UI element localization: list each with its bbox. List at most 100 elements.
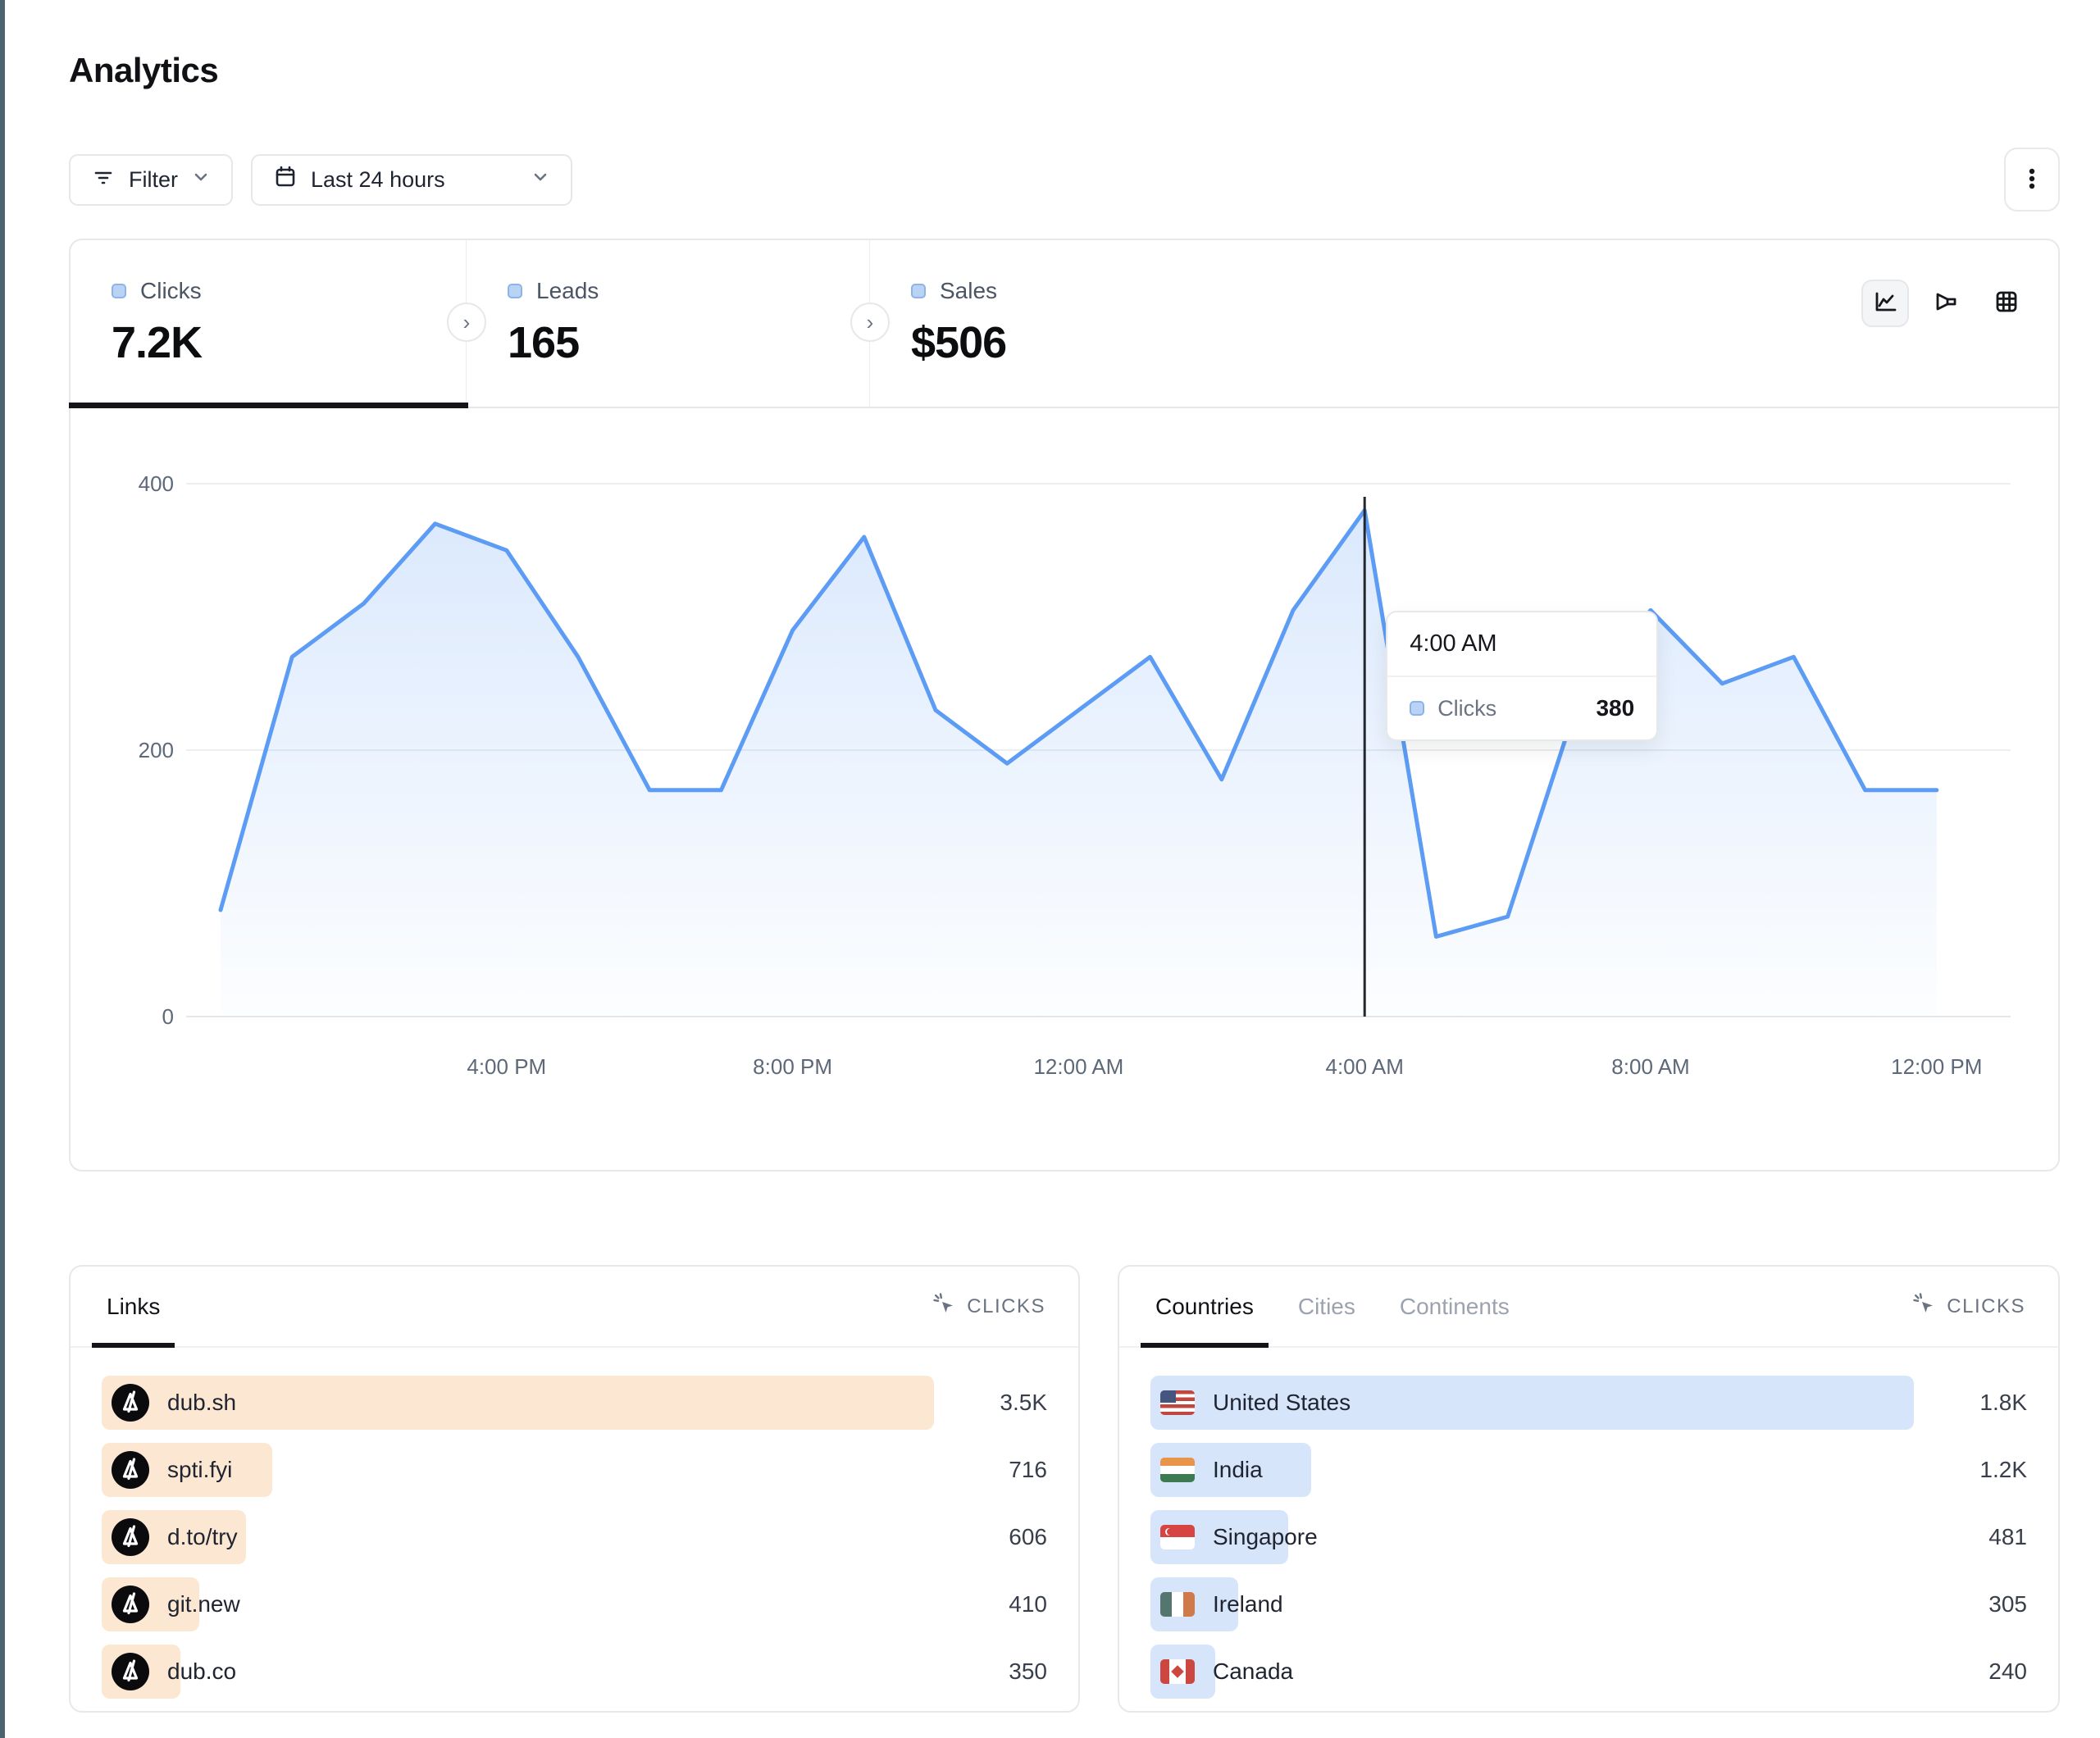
x-axis-tick-label: 4:00 AM <box>1325 1054 1403 1079</box>
singapore-flag-icon <box>1160 1525 1195 1549</box>
page-title: Analytics <box>69 51 219 89</box>
leads-legend-chip <box>508 284 522 298</box>
row-value: 1.2K <box>1979 1457 2027 1482</box>
country-row[interactable]: India 1.2K <box>1150 1443 2027 1497</box>
link-row[interactable]: d.to/try 606 <box>102 1510 1047 1564</box>
x-axis-tick-label: 4:00 PM <box>467 1054 546 1079</box>
countries-rows: United States 1.8K India 1.2K Singapore 481 Ir… <box>1119 1348 2058 1699</box>
links-rows: dub.sh 3.5K spti.fyi 716 d.to/try 606 git.new 4… <box>71 1348 1078 1699</box>
chart-tooltip: 4:00 AM Clicks 380 <box>1386 611 1659 741</box>
country-row[interactable]: Singapore 481 <box>1150 1510 2027 1564</box>
india-flag-icon <box>1160 1458 1195 1482</box>
dub-logo-icon <box>112 1653 149 1690</box>
link-row[interactable]: git.new 410 <box>102 1577 1047 1631</box>
chart-view-toggles <box>1861 280 2030 327</box>
chevron-down-icon <box>530 166 551 193</box>
row-label: dub.co <box>167 1658 237 1684</box>
row-label: d.to/try <box>167 1524 238 1549</box>
tab-leads[interactable]: Leads 165 <box>467 240 870 407</box>
line-chart-icon <box>1871 288 1899 320</box>
tooltip-legend-chip <box>1410 701 1425 716</box>
more-options-button[interactable] <box>2004 148 2060 212</box>
calendar-icon <box>272 164 298 196</box>
countries-panel-header: Countries Cities Continents CLICKS <box>1119 1267 2058 1348</box>
us-flag-icon <box>1160 1390 1195 1415</box>
tab-sales[interactable]: Sales $506 <box>870 240 2058 407</box>
bar-fill <box>102 1376 934 1430</box>
row-label: git.new <box>167 1591 240 1617</box>
clicks-area-chart[interactable]: 0 200 400 4:00 PM 8:00 PM 12:00 AM 4:00 AM 8:00… <box>71 408 2058 1170</box>
date-range-button[interactable]: Last 24 hours <box>251 153 572 206</box>
cursor-click-icon <box>932 1291 956 1322</box>
row-value: 410 <box>1009 1591 1047 1617</box>
countries-metric-label: CLICKS <box>1947 1294 2025 1317</box>
countries-metric-toggle[interactable]: CLICKS <box>1911 1291 2025 1322</box>
ireland-flag-icon <box>1160 1592 1195 1617</box>
funnel-chart-icon <box>1932 288 1960 320</box>
bar-fill <box>1150 1376 1914 1430</box>
row-label: dub.sh <box>167 1390 237 1415</box>
row-label: United States <box>1213 1390 1351 1415</box>
tab-links[interactable]: Links <box>91 1267 175 1348</box>
funnel-view-button[interactable] <box>1922 280 1970 327</box>
clicks-tab-value: 7.2K <box>112 318 203 367</box>
leads-tab-value: 165 <box>508 318 580 367</box>
sales-tab-value: $506 <box>911 318 1007 367</box>
country-row[interactable]: Ireland 305 <box>1150 1577 2027 1631</box>
table-view-button[interactable] <box>1983 280 2030 327</box>
country-row[interactable]: United States 1.8K <box>1150 1376 2027 1430</box>
grid-table-icon <box>1993 288 2020 320</box>
x-axis-tick-label: 12:00 AM <box>1033 1054 1123 1079</box>
cursor-click-icon <box>1911 1291 1936 1322</box>
row-value: 240 <box>1988 1658 2027 1684</box>
dub-logo-icon <box>112 1518 149 1556</box>
links-panel: Links CLICKS dub.sh 3.5K spti.fyi 716 d.to/t… <box>69 1265 1080 1713</box>
bar-track <box>102 1376 934 1430</box>
tab-cities[interactable]: Cities <box>1297 1293 1355 1319</box>
filter-button-label: Filter <box>129 166 178 192</box>
country-row[interactable]: Canada 240 <box>1150 1645 2027 1699</box>
link-row[interactable]: dub.co 350 <box>102 1645 1047 1699</box>
y-axis-tick-label: 0 <box>162 1004 174 1029</box>
x-axis-tick-label: 8:00 PM <box>753 1054 832 1079</box>
toolbar: Filter Last 24 hours <box>69 148 2060 212</box>
dub-logo-icon <box>112 1384 149 1422</box>
links-metric-toggle[interactable]: CLICKS <box>932 1291 1045 1322</box>
stats-tabs-row: Clicks 7.2K Leads 165 Sales $506 › <box>69 240 2058 408</box>
dub-logo-icon <box>112 1586 149 1623</box>
sales-legend-chip <box>911 284 926 298</box>
sales-tab-label: Sales <box>940 278 998 303</box>
row-label: spti.fyi <box>167 1457 233 1482</box>
link-row[interactable]: dub.sh 3.5K <box>102 1376 1047 1430</box>
y-axis-tick-label: 400 <box>139 471 174 496</box>
tab-clicks[interactable]: Clicks 7.2K <box>69 240 468 408</box>
line-chart-view-button[interactable] <box>1861 280 1909 327</box>
expand-sales-chevron-button[interactable]: › <box>850 303 890 342</box>
leads-tab-label: Leads <box>536 278 599 303</box>
tab-continents[interactable]: Continents <box>1399 1293 1510 1319</box>
breakdown-panels: Links CLICKS dub.sh 3.5K spti.fyi 716 d.to/t… <box>69 1265 2060 1713</box>
kebab-menu-icon <box>2020 165 2044 195</box>
tab-countries[interactable]: Countries <box>1141 1267 1269 1348</box>
filter-button[interactable]: Filter <box>69 153 233 206</box>
row-label: Ireland <box>1213 1591 1283 1617</box>
links-panel-header: Links CLICKS <box>71 1267 1078 1348</box>
row-value: 481 <box>1988 1524 2027 1549</box>
dub-logo-icon <box>112 1451 149 1489</box>
expand-leads-chevron-button[interactable]: › <box>447 303 486 342</box>
tooltip-time: 4:00 AM <box>1387 612 1657 677</box>
x-axis-tick-label: 8:00 AM <box>1611 1054 1689 1079</box>
row-label: Singapore <box>1213 1524 1318 1549</box>
date-range-label: Last 24 hours <box>311 166 445 192</box>
chevron-down-icon <box>190 166 212 193</box>
row-label: India <box>1213 1457 1263 1482</box>
analytics-card: Clicks 7.2K Leads 165 Sales $506 › <box>69 239 2060 1172</box>
bar-track <box>1150 1376 1914 1430</box>
links-metric-label: CLICKS <box>967 1294 1045 1317</box>
row-value: 350 <box>1009 1658 1047 1684</box>
row-value: 305 <box>1988 1591 2027 1617</box>
canada-flag-icon <box>1160 1659 1195 1684</box>
row-value: 716 <box>1009 1457 1047 1482</box>
link-row[interactable]: spti.fyi 716 <box>102 1443 1047 1497</box>
